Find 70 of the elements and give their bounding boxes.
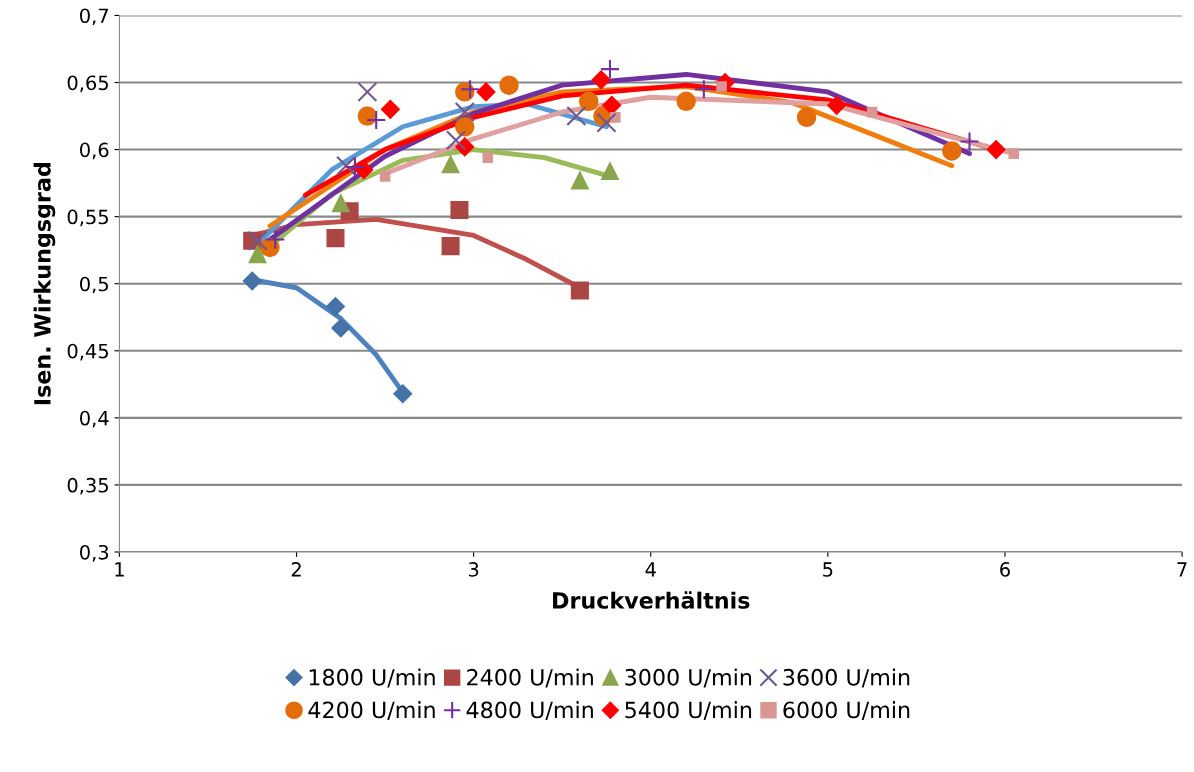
point [242,271,262,291]
point [380,99,400,119]
point [796,107,817,128]
point [693,79,714,100]
point [366,110,387,131]
point [602,95,622,115]
point [248,245,267,264]
point [336,155,357,176]
point [676,91,696,112]
y-tick-label: 0,5 [80,276,108,294]
y-tick-label: 0,4 [80,410,109,428]
point [591,70,611,90]
y-tick-label: 0,6 [80,142,109,160]
point [986,140,1006,160]
legend-label: 4800 U/min [466,701,593,721]
point [441,155,460,174]
point [354,160,374,180]
legend-label: 3000 U/min [625,668,752,688]
y-tick-label: 0,65 [67,75,108,93]
point [566,105,587,127]
point [331,318,351,338]
point [344,156,366,178]
point [866,106,878,118]
point [326,229,345,248]
point [247,230,268,251]
x-tick-label: 1 [115,562,124,577]
x-tick-label: 3 [468,562,479,577]
point [959,131,980,152]
legend-label: 4200 U/min [308,701,435,721]
point [460,79,481,100]
legend-label: 2400 U/min [467,668,593,688]
x-tick-label: 5 [823,562,833,577]
point [570,171,589,190]
point [600,162,620,181]
y-tick-label: 0,45 [67,343,108,361]
point [599,59,621,80]
point [579,91,599,112]
x-tick-label: 2 [291,562,301,577]
point [325,296,346,317]
point [357,81,378,102]
point [570,281,589,300]
y-tick-label: 0,3 [80,544,109,562]
point [482,152,494,163]
point [499,75,519,95]
x-tick-label: 7 [1177,562,1187,577]
y-tick-label: 0,7 [80,8,109,26]
legend-label: 1800 U/min [309,668,435,688]
point [450,200,469,219]
legend-label: 3600 U/min [783,668,910,688]
legend-label: 6000 U/min [783,701,910,721]
point [379,171,391,182]
point [455,117,475,137]
y-axis-title: Isen. Wirkungsgrad [33,163,56,405]
point [476,82,496,102]
point [445,130,466,151]
y-tick-label: 0,35 [67,477,108,495]
point [596,112,617,133]
point [393,384,413,404]
x-tick-label: 6 [1000,562,1010,577]
point [454,101,475,123]
point [265,229,286,250]
legend-label: 5400 U/min [625,701,752,721]
point [942,141,962,161]
x-tick-label: 4 [645,562,656,577]
x-axis-title: Druckverhältnis [553,591,750,609]
point [1008,148,1020,159]
point [441,237,460,256]
point [827,95,847,115]
point [331,194,350,213]
y-tick-label: 0,55 [67,209,108,227]
